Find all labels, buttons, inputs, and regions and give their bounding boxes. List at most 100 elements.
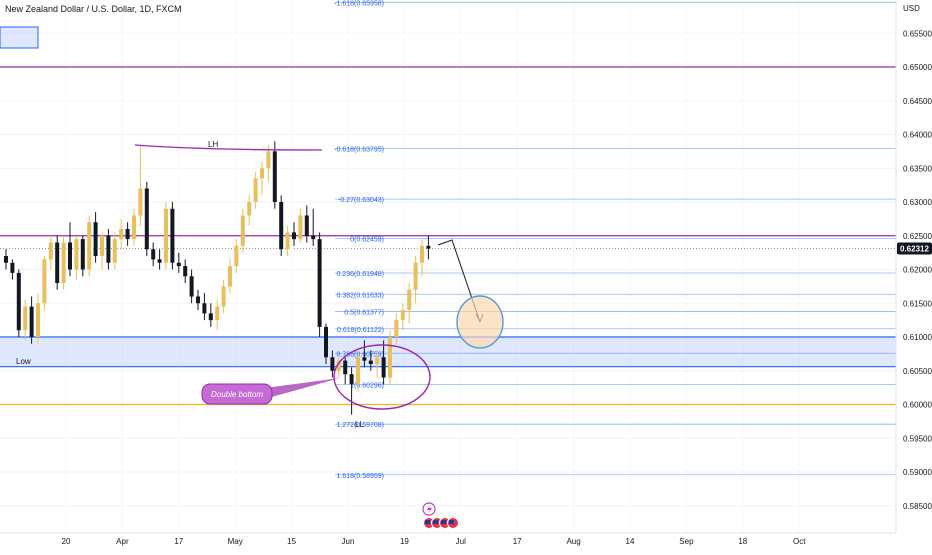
candle-body (138, 188, 143, 216)
candle-body (61, 242, 66, 283)
fibonacci-levels: -1.618(0.65958) -0.618(0.63795) -0.27(0.63… (334, 0, 896, 480)
fib-level-label: 1(0.60296) (350, 383, 384, 390)
flash-icon-glyph (427, 505, 432, 514)
price-tick-label: 0.59000 (903, 468, 932, 477)
candle-body (420, 245, 424, 263)
candle-body (74, 239, 79, 270)
candle-body (80, 239, 85, 270)
time-axis[interactable]: 20 Apr 17 May 15 Jun 19 Jul 17 Aug 14 Sep 18 Oct (0, 532, 896, 546)
candle-body (55, 242, 60, 283)
candle-body (68, 242, 72, 270)
fib-level-label: 1.272(0.59708) (337, 422, 384, 429)
candle-body (343, 360, 348, 375)
time-tick-label: 19 (400, 537, 409, 546)
candle-body (240, 215, 245, 246)
callout-pointer (265, 378, 340, 398)
fib-level-label: 0.382(0.61633) (337, 292, 384, 299)
time-tick-label: Apr (116, 537, 129, 546)
candle-body (349, 374, 354, 385)
candle-body (42, 259, 47, 304)
candle-body (292, 232, 296, 240)
fib-level-label: -1.618(0.65958) (334, 0, 384, 7)
price-axis[interactable]: 0.65500 0.65000 0.64500 0.64000 0.63500 0.630… (895, 0, 932, 533)
fib-level-label: 0.786(0.60759) (337, 351, 384, 358)
drawings: LH Low LL Double bottom (16, 140, 504, 429)
chart-title: New Zealand Dollar / U.S. Dollar, 1D, FX… (5, 4, 182, 14)
candle-body (368, 360, 373, 364)
candle-body (228, 266, 232, 287)
callout-bubble (201, 383, 273, 405)
demand-zone (0, 337, 896, 367)
fib-level-label: 0.236(0.61948) (337, 271, 384, 278)
us-flag-canton (433, 520, 438, 524)
economic-events[interactable] (422, 502, 459, 529)
lh-trend-line (134, 144, 323, 151)
candle-body (279, 202, 284, 250)
us-flag-canton (441, 520, 446, 524)
candle-body (23, 306, 28, 331)
candle-body (324, 326, 328, 358)
time-tick-label: 17 (174, 537, 183, 546)
price-tick-label: 0.58500 (903, 502, 932, 511)
time-tick-label: 14 (626, 537, 635, 546)
candle-body (426, 245, 431, 249)
candle-body (29, 306, 34, 337)
time-tick-label: May (228, 537, 243, 546)
candle-body (356, 357, 360, 385)
candle-body (400, 310, 405, 321)
low-label: Low (16, 357, 31, 366)
candle-body (215, 306, 220, 321)
zones (0, 26, 896, 406)
candle-body (317, 239, 322, 327)
zone-box (0, 26, 39, 49)
price-tick-label: 0.60500 (903, 367, 932, 376)
price-tick-label: 0.64000 (903, 131, 932, 140)
candle-body (125, 229, 130, 240)
candle-body (407, 289, 412, 310)
candle-body (336, 360, 341, 371)
candle-body (93, 222, 98, 256)
callout-label: Double bottom (211, 390, 263, 399)
price-tick-label: 0.61000 (903, 333, 932, 342)
currency-label: USD (903, 4, 920, 13)
price-tick-label: 0.65500 (903, 29, 932, 38)
candle-body (157, 259, 162, 263)
fib-level-label: -0.27(0.63043) (338, 197, 384, 204)
price-tick-label: 0.65000 (903, 63, 932, 72)
fib-level-label: 0(0.62459) (350, 237, 384, 244)
candle-body (164, 208, 168, 263)
grid-lines (0, 32, 896, 507)
candle-body (10, 262, 15, 273)
price-tick-label: 0.62000 (903, 266, 932, 275)
fib-level-label: 1.618(0.58959) (337, 473, 384, 480)
candle-body (221, 286, 226, 307)
price-tick-label: 0.62500 (903, 232, 932, 241)
candle-body (394, 320, 399, 337)
candle-body (202, 303, 207, 314)
lh-label: LH (208, 140, 218, 149)
projection-arrow (437, 239, 481, 323)
candle-body (413, 262, 418, 290)
time-tick-label: 20 (62, 537, 71, 546)
time-tick-label: Sep (679, 537, 694, 546)
time-tick-label: Jun (342, 537, 355, 546)
price-tick-label: 0.61500 (903, 299, 932, 308)
candle-body (106, 235, 111, 263)
candle-body (260, 168, 264, 179)
us-flag-canton (425, 520, 430, 524)
candle-body (375, 357, 380, 364)
fib-level-label: 0.5(0.61377) (344, 310, 384, 317)
candle-body (119, 229, 124, 240)
candle-body (87, 222, 92, 270)
time-tick-label: 15 (287, 537, 296, 546)
candle-body (208, 313, 213, 321)
time-tick-label: Oct (793, 537, 806, 546)
candle-body (330, 357, 335, 371)
candle-body (183, 266, 188, 277)
candle-body (16, 272, 21, 331)
price-tick-label: 0.60000 (903, 401, 932, 410)
time-tick-label: 17 (513, 537, 522, 546)
price-tick-label: 0.59500 (903, 434, 932, 443)
